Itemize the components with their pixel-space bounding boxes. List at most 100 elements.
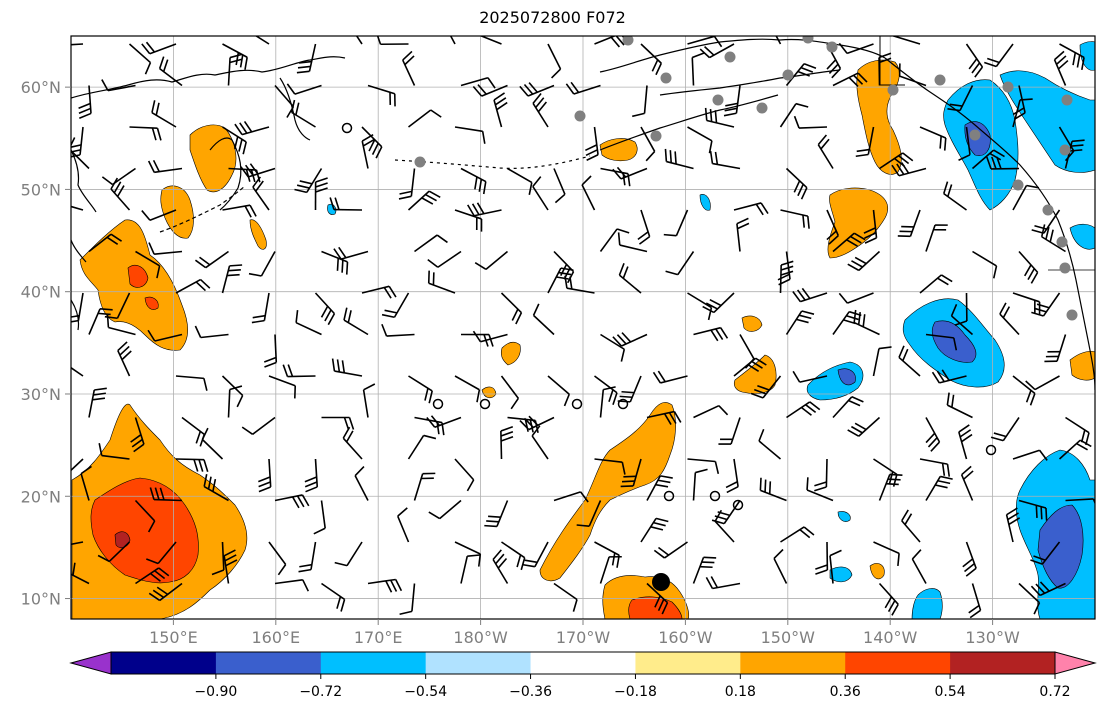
lon-tick-label: 180°W <box>453 628 508 647</box>
wind-barb <box>223 549 238 584</box>
colorbar-segment <box>530 652 636 674</box>
wind-barb <box>240 163 276 178</box>
station-marker <box>1056 236 1068 248</box>
wind-barb <box>467 202 502 217</box>
station-marker <box>712 94 724 106</box>
wind-barb <box>101 79 136 92</box>
wind-barb <box>646 582 669 615</box>
wind-barb <box>773 548 788 584</box>
wind-barb <box>286 83 322 95</box>
wind-barb <box>972 250 998 279</box>
station-marker <box>724 51 736 63</box>
wind-barb <box>632 85 648 118</box>
wind-barb <box>723 85 741 117</box>
station-marker <box>756 102 768 114</box>
wind-barb <box>617 232 648 253</box>
wind-barb <box>500 292 523 325</box>
negative-anomaly-region <box>837 511 851 522</box>
wind-barb <box>853 309 880 336</box>
positive-anomaly-region <box>160 185 194 239</box>
wind-barb <box>141 209 177 222</box>
wind-barb <box>780 526 815 543</box>
wind-barb <box>663 209 689 237</box>
wind-barb <box>1064 139 1085 169</box>
colorbar-extend-low <box>69 651 112 675</box>
wind-barb <box>106 314 136 336</box>
colorbar-label: 0.18 <box>725 684 756 700</box>
lon-tick-label: 170°W <box>556 628 611 647</box>
positive-anomaly-region <box>599 138 638 162</box>
wind-barb <box>702 292 735 314</box>
wind-barb <box>897 209 921 238</box>
wind-barb <box>321 250 349 275</box>
colorbar-label: −0.54 <box>404 684 447 700</box>
colorbar-frame <box>110 651 1056 675</box>
station-marker <box>574 110 586 122</box>
colorbar: −0.90 −0.72 −0.54 −0.36 −0.18 0.18 0.36 0.54 0.7… <box>69 651 1097 700</box>
station-marker <box>782 69 794 81</box>
wind-barb <box>128 43 152 75</box>
wind-barb <box>500 375 520 410</box>
positive-anomaly-region <box>249 219 267 250</box>
wind-barb <box>691 52 705 86</box>
wind-barb <box>331 358 363 377</box>
station-marker <box>622 36 634 46</box>
wind-barb <box>817 134 834 169</box>
station-marker <box>1012 179 1024 191</box>
wind-barb <box>847 250 881 272</box>
negative-anomaly-region <box>699 194 711 211</box>
wind-barb <box>519 415 555 431</box>
wind-barb <box>576 500 602 527</box>
wind-barb <box>427 250 462 268</box>
wind-barb <box>295 310 322 336</box>
wind-barb <box>785 62 817 87</box>
wind-barb <box>687 292 713 321</box>
wind-barb <box>203 474 229 502</box>
positive-anomaly-region <box>114 531 131 549</box>
wind-barb <box>911 549 927 584</box>
wind-barb <box>362 383 376 418</box>
wind-barb <box>687 126 713 154</box>
colorbar-label: 0.36 <box>830 684 861 700</box>
wind-barb <box>251 292 270 324</box>
station-marker <box>660 72 672 84</box>
wind-barb <box>334 541 363 567</box>
wind-barb <box>71 541 84 546</box>
wind-barb <box>792 370 828 383</box>
lat-tick-label: 30°N <box>21 385 61 404</box>
wind-barb <box>585 126 599 161</box>
wind-barb <box>665 251 695 276</box>
wind-barb <box>943 181 967 211</box>
wind-barb <box>321 416 355 430</box>
wind-barb <box>342 426 363 460</box>
wind-barb <box>71 292 84 323</box>
open-circle-marker <box>985 444 997 456</box>
wind-barb <box>1040 224 1066 253</box>
wind-barb <box>408 375 433 404</box>
wind-barb <box>832 232 866 253</box>
wind-barb <box>775 36 782 45</box>
wind-barb <box>427 270 456 294</box>
wind-barb <box>71 43 84 46</box>
wind-barb <box>718 417 741 445</box>
wind-barb <box>958 126 971 161</box>
wind-barb <box>705 576 741 590</box>
positive-anomaly-region <box>144 296 159 310</box>
wind-barb <box>71 205 84 211</box>
wind-barb <box>815 541 829 575</box>
wind-barb <box>971 149 1005 170</box>
wind-barb <box>454 126 486 144</box>
wind-barb <box>290 99 316 128</box>
wind-barb <box>664 148 694 170</box>
wind-barb <box>531 425 549 460</box>
wind-barb <box>814 458 828 492</box>
wind-barb <box>304 458 319 493</box>
station-marker <box>650 130 662 142</box>
wind-barb <box>532 93 549 128</box>
wind-barb <box>704 107 735 128</box>
wind-barb <box>759 477 787 502</box>
wind-barb <box>594 458 626 475</box>
wind-barb <box>1012 292 1041 315</box>
wind-barb <box>321 582 346 612</box>
wind-barb <box>274 494 310 509</box>
